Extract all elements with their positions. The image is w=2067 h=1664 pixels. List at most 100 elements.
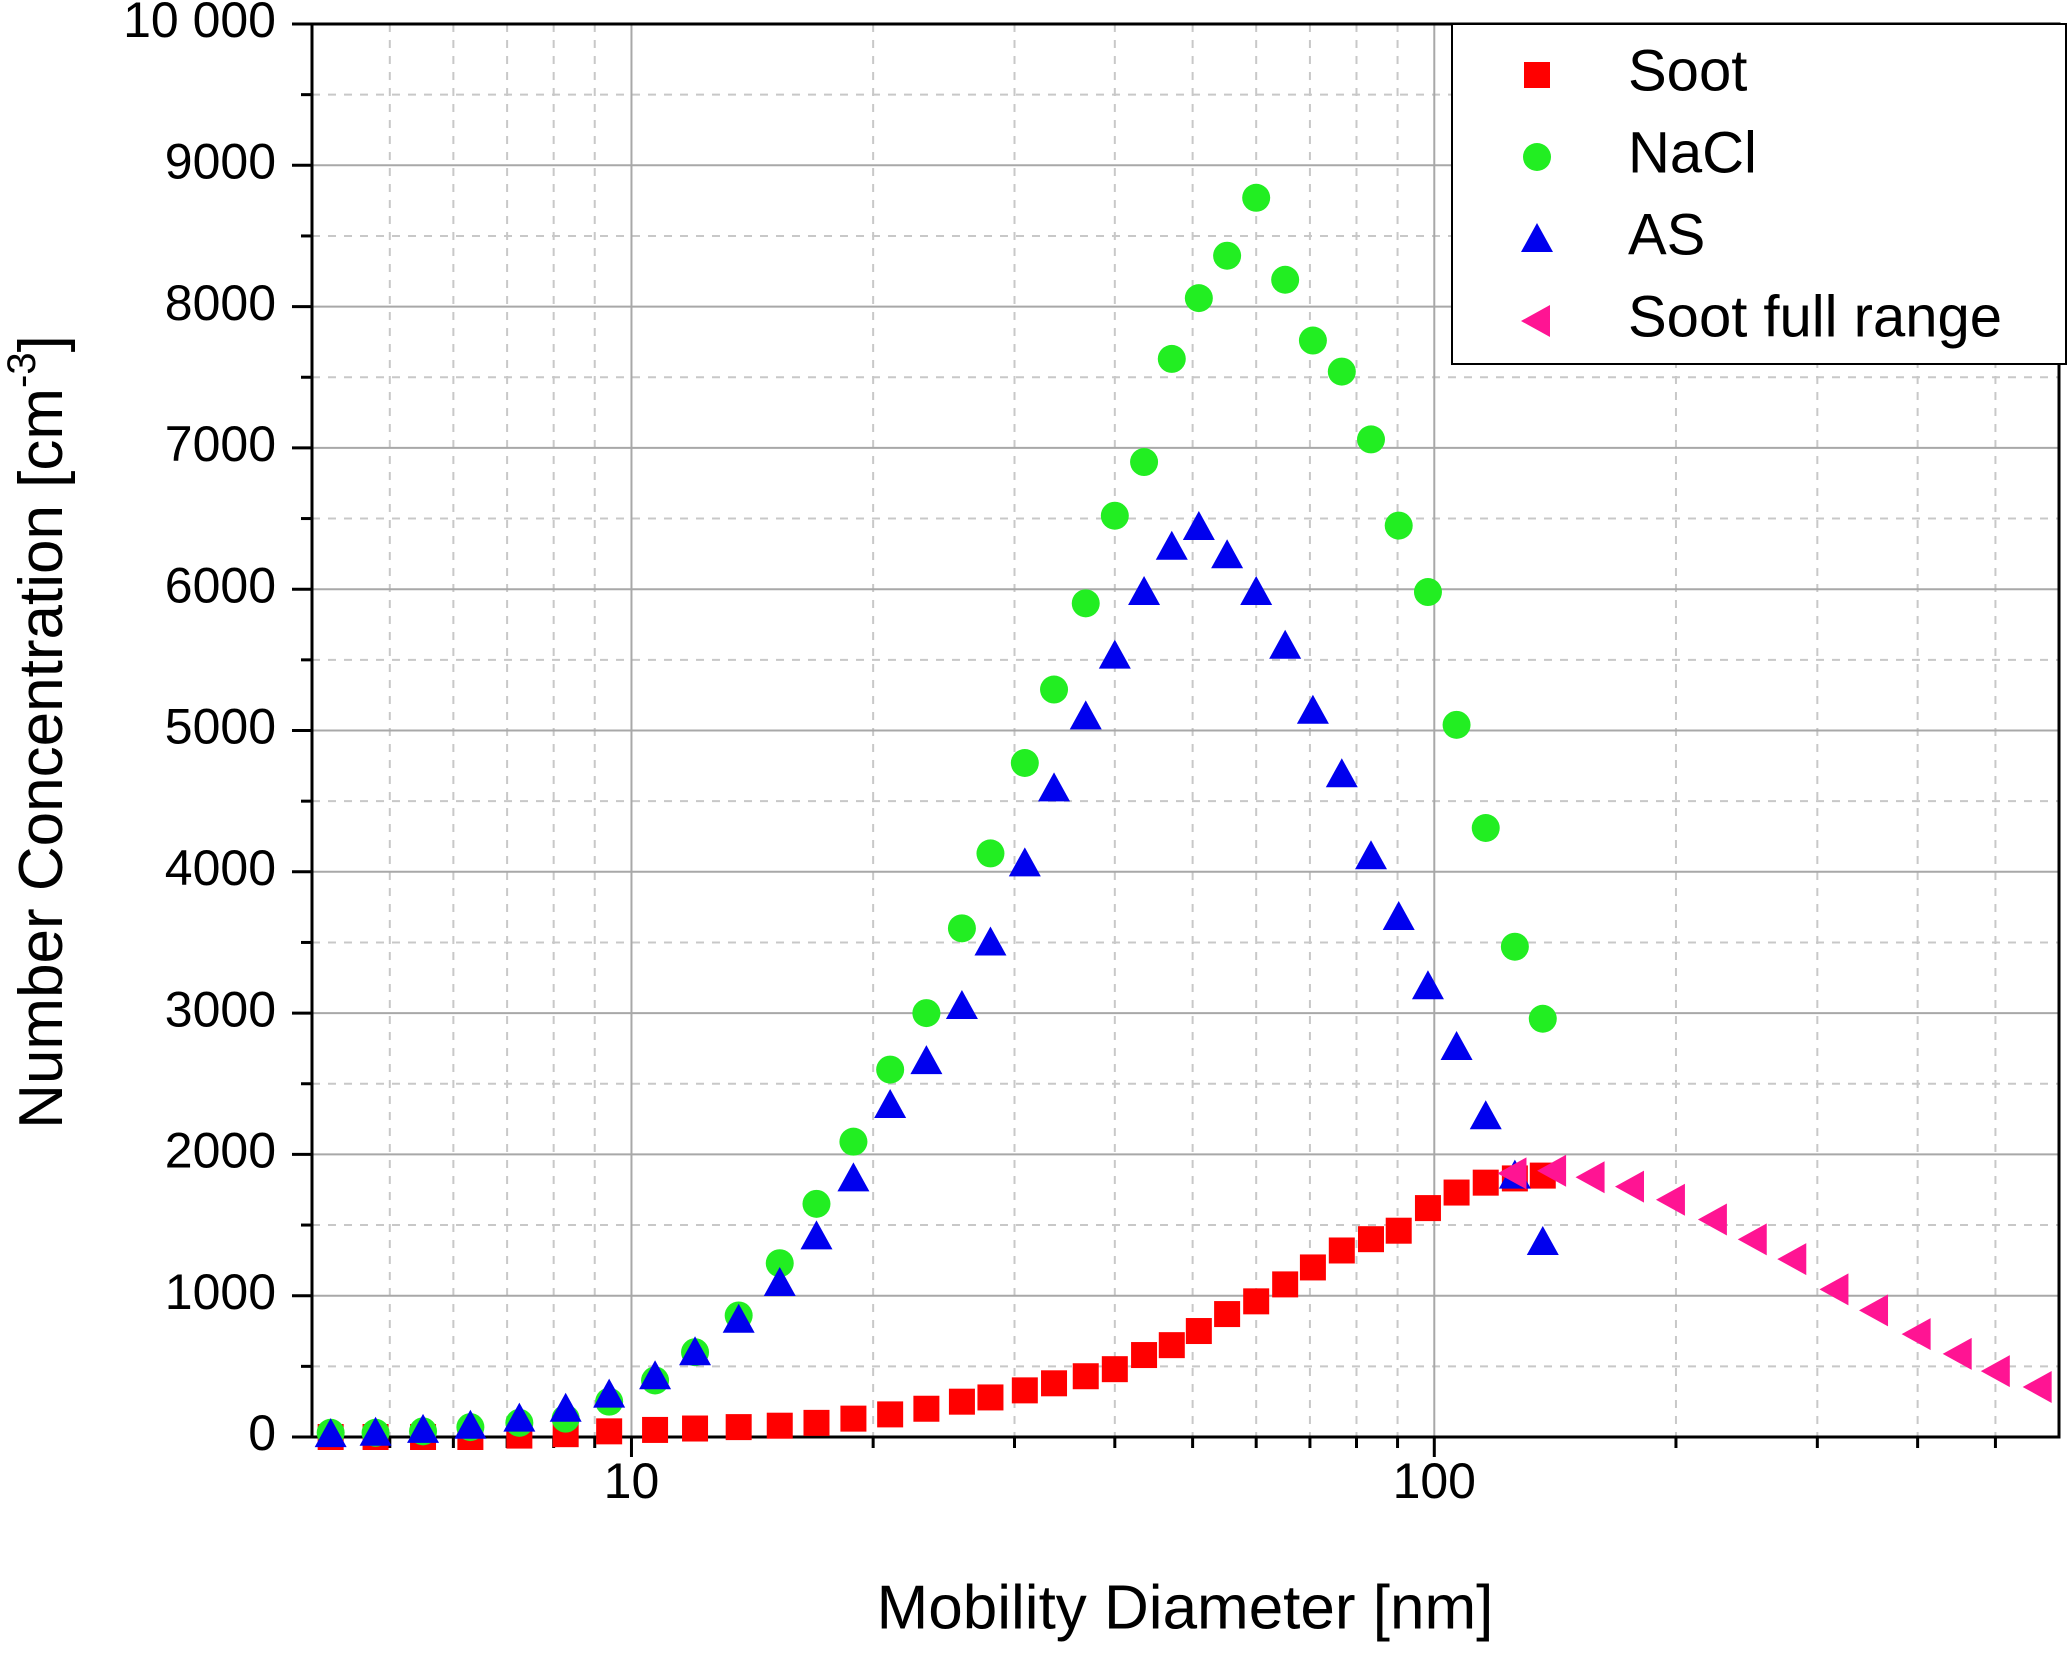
plot-frame [310,22,2061,1439]
marker-triangle [1069,700,1102,730]
marker-circle [1184,284,1213,313]
legend-label: Soot [1628,38,1747,103]
y-axis-title: Number Concentration [cm-3] [0,335,76,1129]
y-axis-title-sup: -3 [0,352,44,388]
y-tick-label: 5000 [165,699,276,755]
marker-square [596,1418,623,1445]
marker-square [1299,1254,1326,1281]
marker-square [1101,1356,1128,1383]
marker-triangle-left [1859,1294,1889,1327]
marker-square [1524,62,1550,88]
marker-circle [947,914,976,943]
marker-triangle-left [1819,1273,1849,1306]
marker-circle [839,1127,868,1156]
marker-triangle [1155,530,1188,560]
marker-circle [1413,578,1442,607]
marker-circle [1442,710,1471,739]
marker-triangle [314,1418,347,1448]
marker-triangle [1098,639,1131,669]
marker-square [877,1401,904,1428]
marker-triangle [722,1303,755,1333]
marker-square [1472,1169,1499,1196]
marker-triangle [1038,772,1071,802]
marker-square [1041,1370,1068,1397]
marker-square [840,1405,867,1432]
marker-circle [1528,1004,1557,1033]
marker-triangle [549,1392,582,1422]
marker-square [1131,1342,1158,1369]
marker-triangle [800,1220,833,1250]
marker-circle [1130,448,1159,477]
marker-triangle [1469,1100,1502,1130]
marker-triangle [679,1336,712,1366]
marker-circle [1523,143,1551,171]
marker-circle [1213,241,1242,270]
marker-circle [976,839,1005,868]
marker-square [948,1388,975,1415]
legend-box [1451,23,2067,365]
marker-circle [765,1249,794,1278]
y-axis-title-main: Number Concentration [cm [7,388,76,1129]
marker-triangle [359,1416,392,1446]
marker-square [1385,1217,1412,1244]
marker-square [1328,1237,1355,1264]
y-tick-label: 1000 [165,1264,276,1320]
marker-triangle-left [1614,1170,1644,1203]
legend-label: NaCl [1628,120,1757,185]
y-tick-label: 10 000 [123,0,276,48]
marker-square [1158,1332,1185,1359]
marker-circle [1356,425,1385,454]
marker-square [1214,1301,1241,1328]
marker-triangle-left [1980,1355,2010,1388]
marker-circle [1471,813,1500,842]
marker-circle [1040,675,1069,704]
marker-square [1414,1195,1441,1222]
marker-square [1011,1377,1038,1404]
marker-circle [1010,748,1039,777]
marker-square [1072,1363,1099,1390]
marker-triangle [910,1045,943,1075]
x-axis-title: Mobility Diameter [nm] [877,1573,1494,1642]
marker-circle [1157,344,1186,373]
marker-triangle [593,1378,626,1408]
marker-triangle-left [1697,1203,1727,1236]
y-axis-title-end: ] [7,335,76,352]
marker-circle [1100,501,1129,530]
marker-triangle [1354,840,1387,870]
marker-triangle [837,1162,870,1192]
marker-triangle [1296,694,1329,724]
marker-square [977,1384,1004,1411]
marker-triangle [1521,223,1553,252]
marker-circle [1271,265,1300,294]
marker-triangle-left [1777,1243,1807,1276]
marker-triangle [1182,511,1215,541]
marker-triangle-left [2022,1370,2052,1403]
marker-square [642,1416,669,1443]
marker-triangle [407,1413,440,1443]
marker-square [682,1415,709,1442]
y-tick-label: 7000 [165,416,276,472]
marker-triangle [1382,901,1415,931]
marker-triangle [1325,758,1358,788]
x-tick-label: 10 [604,1453,660,1509]
marker-triangle [1440,1031,1473,1061]
marker-square [1243,1288,1270,1315]
marker-triangle [1411,970,1444,1000]
marker-triangle [874,1088,907,1118]
marker-circle [1298,326,1327,355]
marker-triangle-left [1901,1318,1931,1351]
y-tick-label: 0 [248,1405,276,1461]
marker-square [1272,1271,1299,1298]
marker-circle [1327,357,1356,386]
marker-triangle [1128,576,1161,606]
marker-triangle [1211,539,1244,569]
marker-square [1357,1226,1384,1253]
marker-triangle [974,926,1007,956]
marker-square [766,1412,793,1439]
marker-circle [1071,589,1100,618]
marker-square [725,1414,752,1441]
marker-triangle [1240,576,1273,606]
marker-circle [1384,511,1413,540]
marker-square [803,1409,830,1436]
